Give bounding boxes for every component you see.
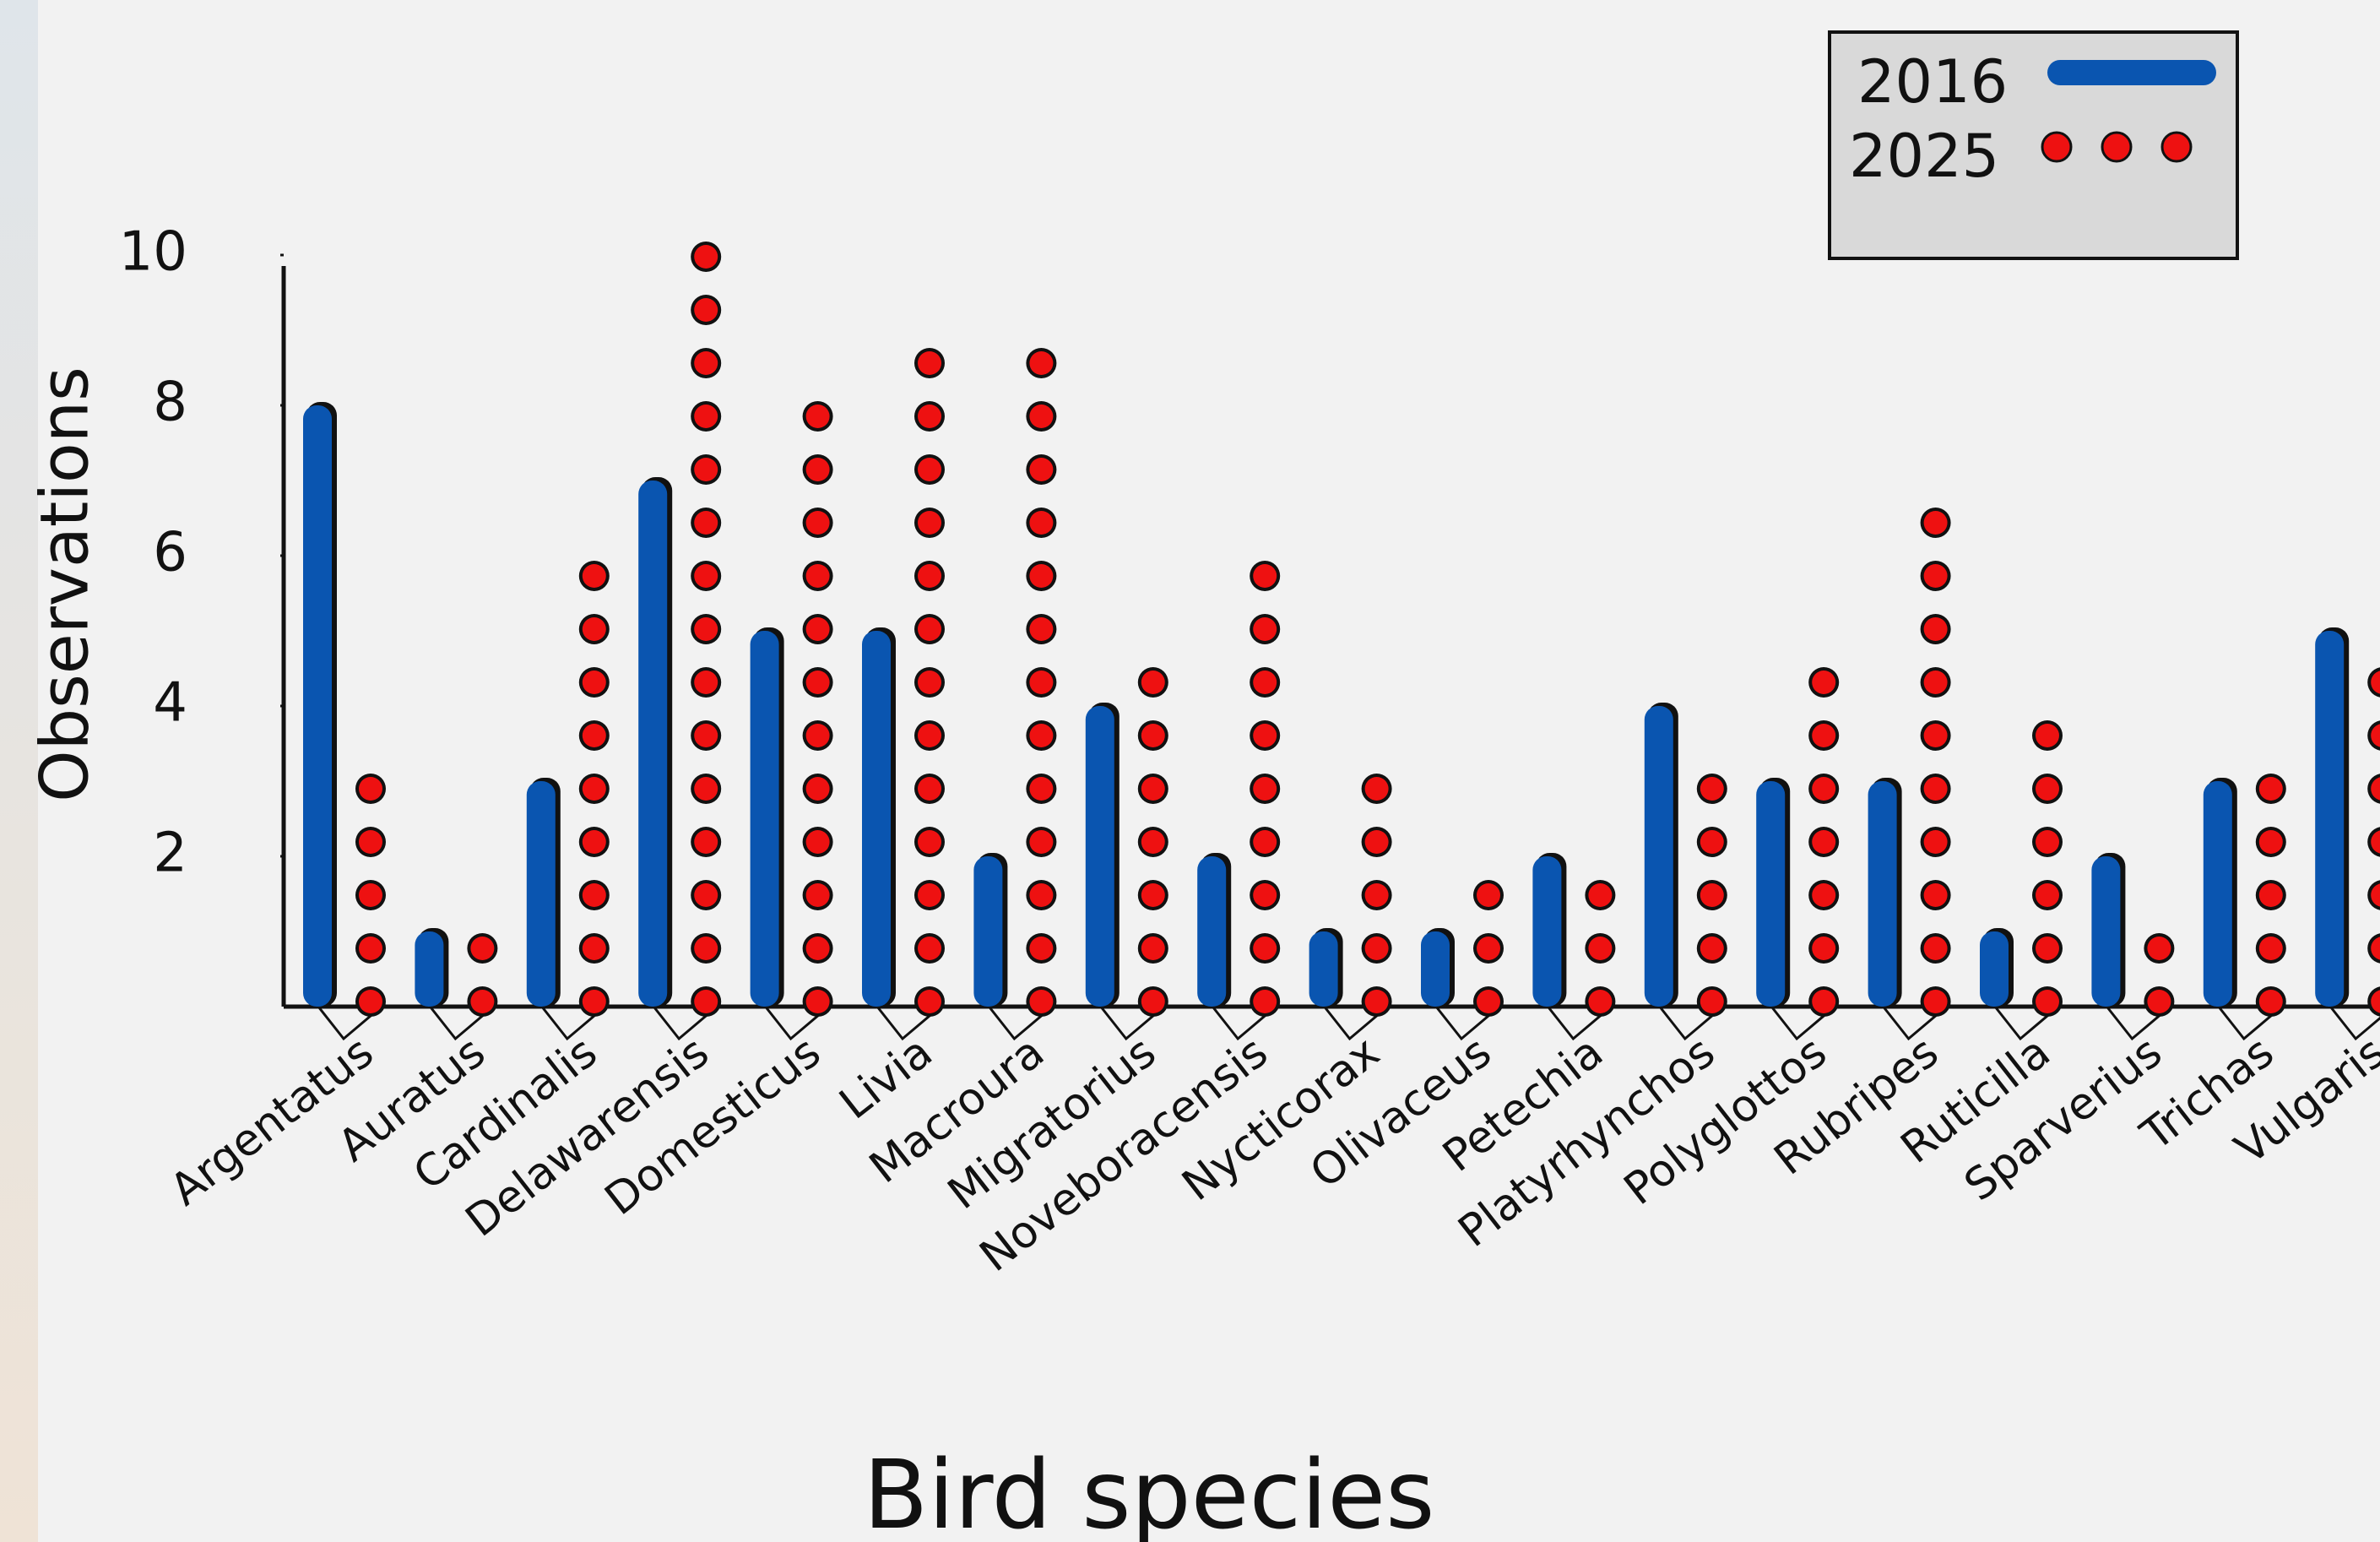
x-tick [1547, 1005, 1613, 1041]
y-tick-label: 8 [153, 372, 187, 434]
bar [1085, 706, 1114, 1007]
x-tick [540, 1005, 606, 1041]
legend-label: 2025 [1849, 122, 1999, 191]
bar [1868, 781, 1897, 1007]
legend-swatch [2041, 131, 2073, 163]
x-tick [429, 1005, 495, 1041]
bar [638, 481, 668, 1007]
x-tick [1212, 1005, 1277, 1041]
bar [303, 405, 332, 1007]
bar [415, 931, 444, 1007]
bar [1980, 931, 2009, 1007]
x-tick [2106, 1005, 2171, 1041]
bar [2315, 631, 2345, 1007]
x-tick [1882, 1005, 1948, 1041]
x-tick [317, 1005, 382, 1041]
bar [2091, 856, 2121, 1007]
bar [1644, 706, 1673, 1007]
bar [973, 856, 1003, 1007]
bar [1756, 781, 1786, 1007]
bar [1532, 856, 1562, 1007]
bar [2203, 781, 2232, 1007]
side-strip [0, 0, 38, 1542]
bar [526, 781, 556, 1007]
bar [1309, 931, 1338, 1007]
legend-swatch [2101, 131, 2133, 163]
y-tick-label: 2 [153, 823, 187, 885]
bar [750, 631, 779, 1007]
x-tick [2329, 1006, 2380, 1041]
legend-swatch [2160, 131, 2193, 163]
x-tick [988, 1005, 1054, 1041]
legend-label: 2016 [1857, 47, 2008, 117]
y-tick-label: 6 [153, 522, 187, 584]
x-tick [653, 1005, 718, 1041]
x-tick [764, 1005, 830, 1041]
bar [1197, 856, 1227, 1007]
x-tick [1993, 1005, 2059, 1041]
x-tick [1770, 1005, 1836, 1041]
y-tick-label: 10 [119, 221, 187, 284]
y-tick-label: 4 [153, 672, 187, 735]
x-tick [1323, 1005, 1389, 1041]
bar [862, 631, 891, 1007]
x-tick [2217, 1005, 2283, 1041]
x-tick [1434, 1005, 1500, 1041]
x-tick [876, 1005, 941, 1041]
bar [1421, 931, 1450, 1007]
x-tick [1099, 1005, 1165, 1041]
x-tick [1658, 1005, 1724, 1041]
x-axis-title: Bird species [863, 1441, 1434, 1542]
y-axis-title: Observations [27, 366, 103, 802]
